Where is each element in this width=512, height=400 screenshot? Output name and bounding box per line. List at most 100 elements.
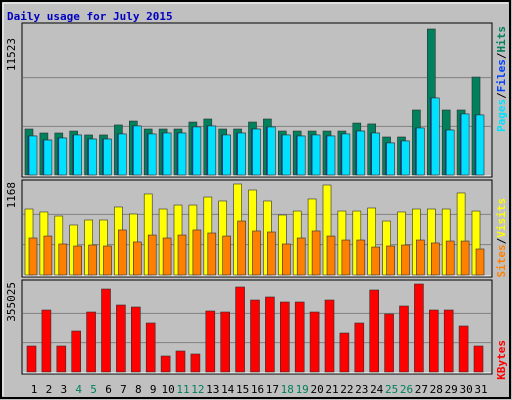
bar bbox=[311, 134, 321, 176]
bar bbox=[222, 235, 231, 276]
x-tick-label: 22 bbox=[340, 383, 353, 396]
bar bbox=[175, 350, 186, 373]
x-tick-label: 2 bbox=[46, 383, 53, 396]
bar bbox=[341, 133, 351, 176]
bar bbox=[147, 234, 157, 276]
bar bbox=[475, 114, 485, 176]
x-tick-label: 28 bbox=[430, 383, 443, 396]
x-tick-label: 18 bbox=[281, 383, 294, 396]
bar bbox=[356, 239, 366, 276]
bar bbox=[103, 245, 112, 276]
bar bbox=[369, 289, 380, 373]
x-tick-label: 17 bbox=[266, 383, 279, 396]
bar bbox=[205, 310, 216, 373]
y-tick-label: 1168 bbox=[5, 182, 18, 209]
bar bbox=[475, 248, 485, 276]
bar bbox=[430, 242, 440, 276]
bar bbox=[88, 138, 97, 176]
x-tick-label: 27 bbox=[415, 383, 428, 396]
bar bbox=[445, 240, 455, 276]
bar bbox=[58, 137, 68, 176]
bar bbox=[73, 134, 82, 176]
x-tick-label: 21 bbox=[325, 383, 338, 396]
bar bbox=[399, 305, 409, 373]
bar bbox=[267, 231, 276, 276]
bar bbox=[265, 296, 275, 373]
legend: Pages/Files/Hits bbox=[495, 26, 508, 132]
x-tick-label: 20 bbox=[310, 383, 323, 396]
x-tick-label: 24 bbox=[370, 383, 384, 396]
legend-entry: Visits bbox=[495, 198, 508, 238]
bar bbox=[118, 133, 127, 176]
bar bbox=[71, 330, 81, 373]
bar bbox=[131, 306, 141, 373]
x-tick-label: 1 bbox=[31, 383, 38, 396]
legend-entry: Sites bbox=[495, 244, 508, 277]
legend-entry: Files bbox=[495, 59, 508, 92]
legend-separator: / bbox=[495, 237, 508, 244]
bar bbox=[133, 125, 142, 176]
bar bbox=[26, 345, 37, 373]
x-tick-label: 31 bbox=[474, 383, 487, 396]
bar bbox=[252, 128, 261, 176]
bar bbox=[371, 132, 381, 176]
x-tick-label: 19 bbox=[296, 383, 309, 396]
bar bbox=[443, 309, 454, 373]
bar bbox=[416, 239, 425, 276]
x-tick-label: 5 bbox=[90, 383, 97, 396]
x-tick-label: 23 bbox=[355, 383, 368, 396]
bar bbox=[428, 309, 439, 373]
bar bbox=[145, 322, 156, 373]
legend: Sites/Visits bbox=[495, 198, 508, 278]
x-tick-label: 11 bbox=[176, 383, 189, 396]
bar bbox=[341, 239, 351, 276]
bar bbox=[101, 288, 111, 373]
x-tick-label: 9 bbox=[150, 383, 157, 396]
x-tick-label: 30 bbox=[459, 383, 472, 396]
bar bbox=[235, 286, 245, 373]
bar bbox=[326, 235, 336, 276]
bar bbox=[401, 140, 410, 176]
bar bbox=[324, 299, 335, 373]
y-tick-label: 11523 bbox=[5, 38, 18, 71]
x-tick-label: 26 bbox=[400, 383, 413, 396]
bar bbox=[356, 130, 366, 176]
bar bbox=[473, 345, 484, 373]
bar bbox=[88, 244, 97, 276]
x-tick-label: 6 bbox=[105, 383, 112, 396]
bar bbox=[460, 240, 470, 276]
y-tick-label: 355025 bbox=[5, 282, 18, 322]
bar bbox=[220, 311, 230, 373]
bar bbox=[160, 355, 171, 373]
x-tick-label: 12 bbox=[191, 383, 204, 396]
bar bbox=[192, 229, 202, 276]
bar bbox=[339, 332, 350, 373]
legend-separator: / bbox=[495, 92, 508, 99]
bar bbox=[371, 246, 381, 276]
x-tick-label: 25 bbox=[385, 383, 398, 396]
bar bbox=[192, 126, 202, 176]
legend-entry: KBytes bbox=[495, 340, 508, 380]
bar bbox=[58, 243, 68, 276]
x-tick-label: 7 bbox=[120, 383, 127, 396]
bar bbox=[430, 97, 440, 176]
bar bbox=[458, 325, 469, 373]
bar bbox=[207, 125, 217, 176]
bar bbox=[401, 244, 410, 276]
bar bbox=[222, 134, 231, 176]
bar bbox=[56, 345, 67, 373]
bar bbox=[147, 133, 157, 176]
x-tick-label: 13 bbox=[206, 383, 219, 396]
bar bbox=[460, 113, 470, 176]
bar bbox=[133, 241, 142, 276]
bar bbox=[118, 229, 127, 276]
bar bbox=[237, 132, 246, 176]
bar bbox=[279, 301, 290, 373]
bar bbox=[281, 134, 291, 176]
bar bbox=[250, 299, 260, 373]
bar bbox=[43, 235, 53, 276]
legend-entry: Hits bbox=[495, 26, 508, 53]
x-tick-label: 15 bbox=[236, 383, 249, 396]
bar bbox=[177, 234, 187, 276]
